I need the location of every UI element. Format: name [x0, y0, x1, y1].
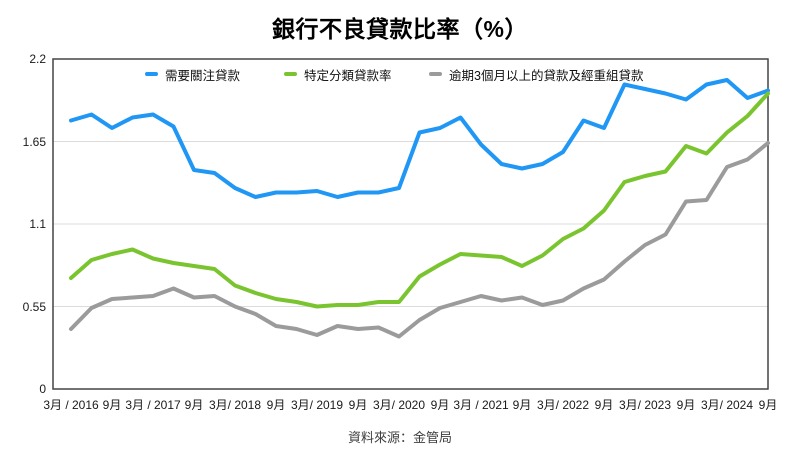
legend-dash-blue-icon [145, 72, 158, 76]
x-tick-label: 3月/ 2023 [618, 398, 672, 412]
x-tick-label: 9月 [102, 398, 122, 412]
plot-border [52, 58, 769, 390]
y-tick-label: 0 [39, 382, 46, 396]
x-tick-label: 3月/ 2024 [700, 398, 754, 412]
x-tick-label: 3月/ 2020 [372, 398, 426, 412]
legend-label: 逾期3個月以上的貸款及經重組貸款 [449, 68, 644, 83]
legend-item-watch-loans: 需要關注貸款 [145, 66, 241, 83]
x-tick-label: 3月 / 2017 [125, 398, 181, 412]
y-tick-label: 0.55 [22, 299, 46, 314]
x-tick-label: 3月 / 2021 [453, 398, 509, 412]
x-tick-label: 9月 [430, 398, 450, 412]
source-note: 資料來源：金管局 [347, 430, 452, 445]
x-tick-label: 3月/ 2019 [290, 398, 344, 412]
series-line-1 [69, 91, 770, 309]
legend-label: 特定分類貸款率 [304, 68, 392, 83]
series-line-0 [69, 78, 770, 199]
legend-item-classified-loans: 特定分類貸款率 [284, 66, 392, 83]
y-tick-label: 1.65 [22, 134, 46, 149]
y-tick-label: 2.2 [29, 52, 46, 66]
x-tick-label: 9月 [676, 398, 696, 412]
legend-item-overdue-loans: 逾期3個月以上的貸款及經重組貸款 [429, 66, 644, 83]
legend-dash-green-icon [284, 72, 297, 76]
x-tick-label: 9月 [184, 398, 204, 412]
x-tick-label: 3月/ 2018 [208, 398, 262, 412]
legend-label: 需要關注貸款 [165, 68, 241, 83]
series-line-2 [69, 141, 770, 339]
x-tick-label: 9月 [758, 398, 778, 412]
x-tick-label: 9月 [512, 398, 532, 412]
x-tick-label: 9月 [266, 398, 286, 412]
x-tick-label: 9月 [594, 398, 614, 412]
legend-dash-gray-icon [429, 72, 442, 76]
chart-title: 銀行不良貸款比率（%） [272, 16, 528, 42]
x-tick-label: 9月 [348, 398, 368, 412]
x-tick-label: 3月 / 2016 [43, 398, 99, 412]
x-tick-label: 3月/ 2022 [536, 398, 590, 412]
legend: 需要關注貸款 特定分類貸款率 逾期3個月以上的貸款及經重組貸款 [0, 66, 800, 84]
y-tick-label: 1.1 [29, 217, 46, 231]
